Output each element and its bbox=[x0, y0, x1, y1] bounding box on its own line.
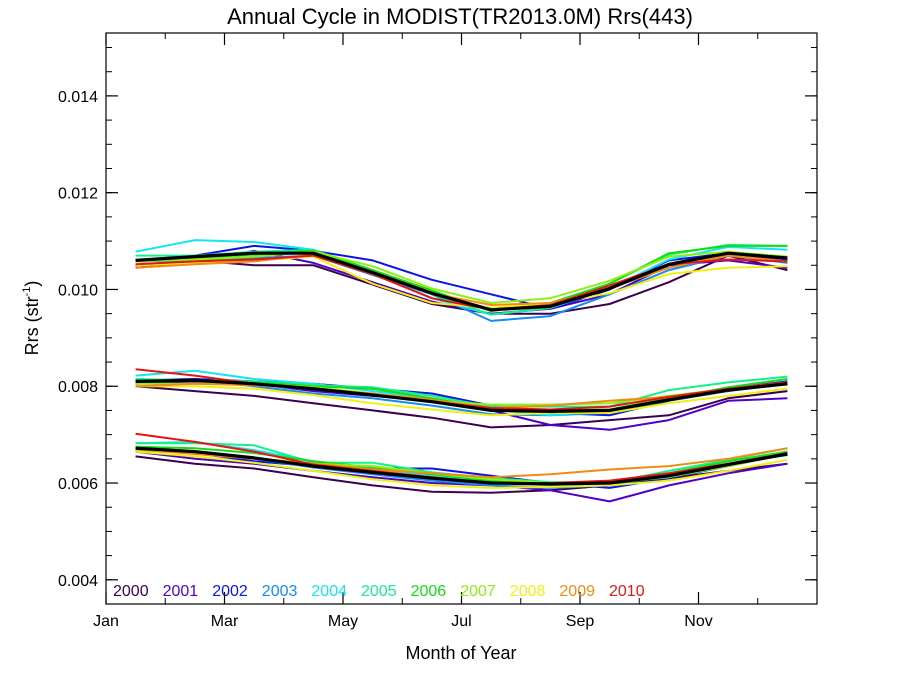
x-tick-label: May bbox=[328, 613, 358, 630]
legend-item-2009: 2009 bbox=[559, 583, 595, 600]
y-tick-label: 0.014 bbox=[58, 89, 98, 106]
series-line-2007-upper bbox=[135, 250, 788, 304]
y-tick-label: 0.008 bbox=[58, 379, 98, 396]
x-tick-label: Nov bbox=[684, 613, 712, 630]
series-line-mean-upper bbox=[135, 251, 788, 312]
series-line-2000-upper bbox=[135, 254, 788, 315]
legend-item-2007: 2007 bbox=[460, 583, 496, 600]
y-axis-label: Rrs (str-1) bbox=[21, 281, 42, 356]
x-tick-label: Mar bbox=[211, 613, 239, 630]
legend-item-2000: 2000 bbox=[113, 583, 149, 600]
series-line-2008-middle bbox=[135, 385, 788, 417]
y-tick-label: 0.006 bbox=[58, 476, 98, 493]
x-axis-label: Month of Year bbox=[405, 643, 516, 663]
legend-item-2005: 2005 bbox=[361, 583, 397, 600]
legend: 2000 2001 2002 2003 2004 2005 2006 2007 2008 2009… bbox=[113, 583, 645, 600]
series-line-2002-upper bbox=[135, 244, 788, 310]
legend-item-2002: 2002 bbox=[212, 583, 248, 600]
legend-item-2004: 2004 bbox=[311, 583, 347, 600]
series-line-mean-lower bbox=[135, 446, 788, 486]
legend-item-2003: 2003 bbox=[262, 583, 298, 600]
y-tick-label: 0.004 bbox=[58, 573, 98, 590]
series-line-2003-upper bbox=[135, 254, 788, 322]
series-line-2009-upper bbox=[135, 253, 788, 306]
series-layer bbox=[135, 239, 788, 503]
series-line-mean-middle bbox=[135, 378, 788, 413]
series-line-2001-lower bbox=[135, 450, 788, 503]
x-tick-label: Jan bbox=[93, 613, 119, 630]
series-line-2008-lower bbox=[135, 450, 788, 489]
legend-item-2001: 2001 bbox=[163, 583, 199, 600]
y-axis-label-close: ) bbox=[22, 281, 42, 287]
y-tick-label: 0.010 bbox=[58, 282, 98, 299]
chart-title: Annual Cycle in MODIST(TR2013.0M) Rrs(44… bbox=[227, 4, 693, 29]
plot-frame bbox=[105, 32, 818, 605]
y-axis-label-superscript: -1 bbox=[21, 287, 33, 297]
series-line-2000-middle bbox=[135, 385, 788, 429]
y-tick-label: 0.012 bbox=[58, 186, 98, 203]
y-axis-label-main: Rrs (str bbox=[22, 296, 42, 355]
legend-item-2006: 2006 bbox=[411, 583, 447, 600]
legend-item-2008: 2008 bbox=[510, 583, 546, 600]
x-tick-label: Sep bbox=[566, 613, 595, 630]
x-tick-label: Jul bbox=[451, 613, 471, 630]
series-line-2006-lower bbox=[135, 445, 788, 485]
legend-item-2010: 2010 bbox=[609, 583, 645, 600]
axes-layer: 0.004 0.006 0.008 0.010 0.012 0.014 Jan Mar May J… bbox=[58, 33, 817, 630]
